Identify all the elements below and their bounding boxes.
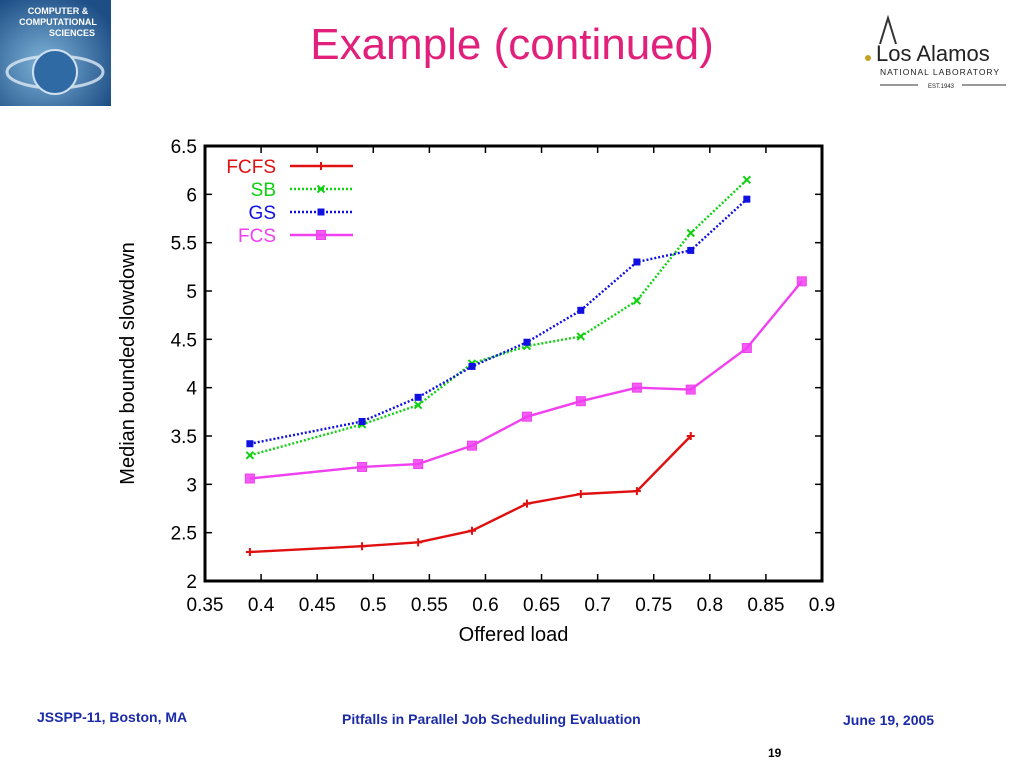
ccs-logo: COMPUTER & COMPUTATIONAL SCIENCES (0, 0, 111, 106)
data-point-fcfs (522, 499, 531, 508)
footer-talk-title: Pitfalls in Parallel Job Scheduling Eval… (342, 711, 641, 727)
data-point-fcs (244, 473, 255, 484)
y-tick-label: 5 (186, 282, 197, 303)
x-tick-label: 0.5 (360, 595, 386, 616)
data-point-gs (743, 195, 751, 203)
data-point-sb (686, 228, 695, 238)
page-number: 19 (768, 746, 782, 760)
series-sb (245, 175, 752, 460)
legend-label-fcfs: FCFS (226, 157, 276, 178)
y-tick-label: 6 (186, 185, 197, 206)
y-tick-label: 4.5 (171, 330, 197, 351)
ccs-logo-line3: SCIENCES (49, 28, 95, 38)
data-point-fcfs (576, 490, 585, 498)
legend-marker-gs (317, 208, 325, 216)
y-tick-label: 3 (186, 475, 197, 496)
series-gs (246, 195, 751, 448)
data-point-sb (742, 175, 752, 185)
data-point-fcs (357, 461, 368, 472)
data-point-fcs (685, 384, 696, 395)
data-point-fcs (466, 440, 477, 451)
data-point-fcs (796, 276, 807, 287)
data-point-sb (413, 400, 423, 410)
series-fcfs (245, 432, 695, 556)
x-tick-label: 0.35 (187, 595, 224, 616)
data-point-sb (632, 296, 642, 305)
data-point-sb (576, 332, 586, 341)
data-point-gs (577, 306, 585, 314)
x-tick-label: 0.55 (411, 595, 448, 616)
footer-conference: JSSPP-11, Boston, MA (37, 709, 188, 725)
los-alamos-est: EST.1943 (928, 84, 955, 90)
y-tick-label: 2.5 (171, 524, 197, 545)
x-tick-label: 0.75 (635, 595, 672, 616)
y-tick-label: 5.5 (171, 234, 197, 255)
ccs-logo-line2: COMPUTATIONAL (19, 17, 97, 27)
y-tick-label: 2 (186, 572, 197, 593)
x-tick-label: 0.85 (747, 595, 784, 616)
series-layer (244, 175, 807, 556)
footer-date: June 19, 2005 (843, 712, 935, 728)
x-tick-label: 0.4 (248, 595, 275, 616)
data-point-fcs (741, 343, 752, 354)
legend-label-fcs: FCS (238, 226, 276, 247)
series-line-sb (249, 178, 748, 457)
x-axis-label: Offered load (459, 624, 569, 646)
data-point-gs (633, 258, 641, 266)
legend-label-sb: SB (251, 180, 276, 201)
slide-title: Example (continued) (310, 20, 714, 69)
y-tick-label: 4 (186, 379, 197, 400)
los-alamos-logo: Los Alamos NATIONAL LABORATORY EST.1943 (865, 14, 1006, 90)
x-tick-label: 0.7 (584, 595, 610, 616)
los-alamos-name: Los Alamos (876, 41, 990, 66)
data-point-gs (523, 338, 531, 346)
x-tick-label: 0.6 (472, 595, 498, 616)
data-point-fcs (521, 411, 532, 422)
y-axis-label: Median bounded slowdown (117, 242, 139, 484)
series-line-fcs (249, 280, 803, 480)
data-point-sb (245, 451, 255, 460)
data-point-gs (358, 418, 366, 425)
legend-marker-fcs (316, 230, 326, 240)
series-fcs (244, 276, 807, 484)
y-tick-label: 3.5 (171, 427, 197, 448)
data-point-gs (687, 246, 695, 254)
data-point-fcfs (632, 487, 641, 496)
x-tick-label: 0.8 (697, 595, 723, 616)
data-point-fcfs (414, 538, 423, 547)
x-tick-label: 0.9 (809, 595, 835, 616)
ccs-logo-line1: COMPUTER & (28, 6, 89, 16)
legend-marker-sb (316, 184, 326, 194)
series-line-fcfs (249, 435, 692, 554)
data-point-fcfs (358, 542, 367, 551)
data-point-fcs (413, 459, 424, 470)
x-tick-label: 0.65 (523, 595, 560, 616)
data-point-fcs (631, 382, 642, 393)
x-tick-label: 0.45 (299, 595, 336, 616)
data-point-fcfs (245, 548, 254, 556)
data-point-fcfs (467, 526, 476, 535)
y-tick-label: 6.5 (171, 137, 197, 158)
data-point-gs (468, 362, 476, 370)
data-point-gs (246, 440, 254, 448)
plot-frame (203, 144, 824, 583)
x-axis-ticks: 0.35 0.4 0.45 0.5 0.55 0.6 0.65 0.7 0.75 0.8 0.85 0… (187, 146, 835, 616)
legend-label-gs: GS (249, 203, 276, 224)
legend-marker-fcfs (317, 162, 325, 170)
y-axis-ticks: 2 2.5 3 3.5 4 4.5 5 5.5 6 6.5 (171, 137, 822, 593)
data-point-fcs (575, 396, 586, 407)
data-point-gs (414, 393, 422, 401)
line-chart: 22.533.544.555.566.5 0.35 0.4 0.45 0.5 0.55 0… (117, 137, 835, 646)
los-alamos-sub: NATIONAL LABORATORY (880, 67, 1000, 77)
data-point-fcfs (686, 432, 695, 440)
